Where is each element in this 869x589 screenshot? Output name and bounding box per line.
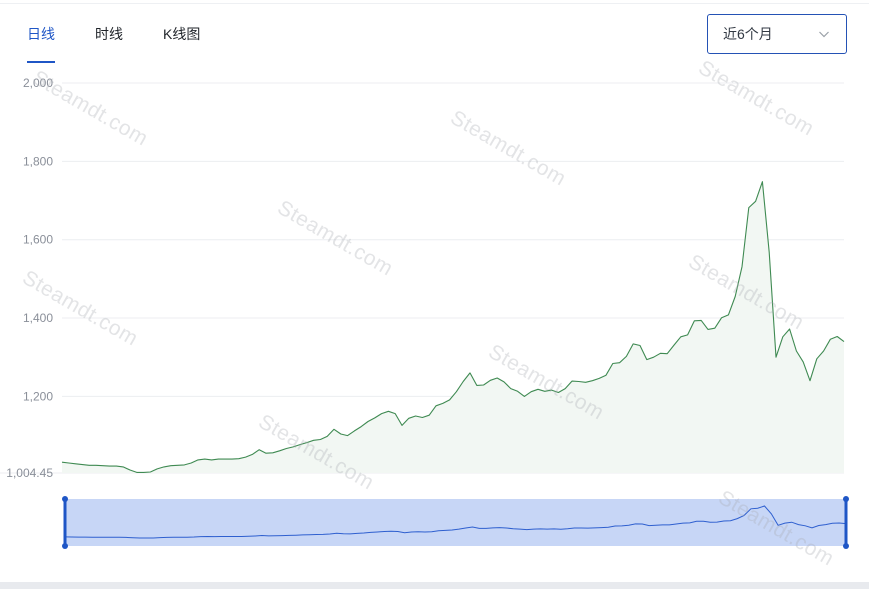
tab-kline[interactable]: K线图 [163, 26, 201, 42]
navigator-right-handle[interactable] [843, 496, 849, 549]
tab-daily[interactable]: 日线 [27, 26, 55, 42]
range-navigator[interactable] [62, 496, 849, 549]
price-area-fill [62, 181, 844, 473]
y-axis-tick-labels: 2,000 1,800 1,600 1,400 1,200 1,004.45 [6, 76, 53, 480]
active-tab-indicator [27, 61, 55, 63]
y-tick-label: 1,200 [23, 389, 53, 403]
y-tick-label: 2,000 [23, 76, 53, 90]
navigator-series-line [64, 505, 847, 539]
y-tick-label: 1,400 [23, 311, 53, 325]
chevron-down-icon [819, 31, 829, 38]
price-line [61, 181, 845, 473]
tab-hourly[interactable]: 时线 [95, 26, 123, 42]
y-tick-label: 1,004.45 [6, 466, 53, 480]
bottom-bar [0, 582, 869, 589]
navigator-selection[interactable] [65, 499, 846, 546]
navigator-left-handle[interactable] [62, 496, 68, 549]
time-range-value: 近6个月 [723, 26, 773, 42]
time-range-select[interactable]: 近6个月 [707, 14, 847, 54]
y-tick-label: 1,800 [23, 154, 53, 168]
y-tick-label: 1,600 [23, 233, 53, 247]
top-divider [0, 3, 869, 4]
chart-period-tabs: 日线 时线 K线图 [0, 0, 600, 66]
